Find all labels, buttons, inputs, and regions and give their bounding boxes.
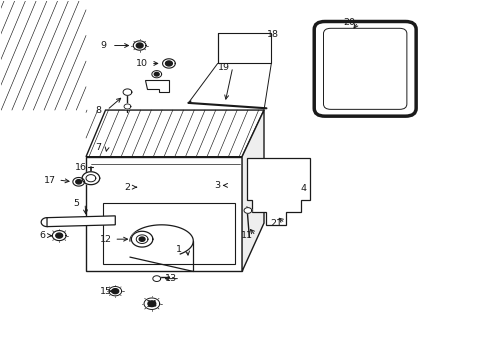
Polygon shape <box>165 61 172 66</box>
Text: 9: 9 <box>100 41 106 50</box>
Polygon shape <box>82 172 100 185</box>
Text: 20: 20 <box>343 18 355 27</box>
Polygon shape <box>136 235 148 243</box>
Text: 16: 16 <box>75 163 87 172</box>
Text: 3: 3 <box>214 181 220 190</box>
Polygon shape <box>133 41 146 50</box>
Text: 11: 11 <box>241 231 252 240</box>
Polygon shape <box>244 208 251 213</box>
Text: 13: 13 <box>165 274 177 283</box>
Text: 4: 4 <box>301 184 306 193</box>
Polygon shape <box>136 43 143 48</box>
Text: 2: 2 <box>124 183 130 192</box>
Text: 17: 17 <box>43 176 55 185</box>
Polygon shape <box>123 89 132 95</box>
Polygon shape <box>86 175 96 182</box>
Text: 15: 15 <box>100 287 111 296</box>
Polygon shape <box>112 289 119 294</box>
Text: 21: 21 <box>270 219 282 228</box>
Text: 6: 6 <box>39 231 45 240</box>
Polygon shape <box>103 203 234 264</box>
Polygon shape <box>148 301 156 307</box>
Polygon shape <box>124 104 131 109</box>
Polygon shape <box>76 180 81 184</box>
Polygon shape <box>144 298 159 310</box>
Polygon shape <box>86 157 242 271</box>
Text: 14: 14 <box>145 300 158 309</box>
Text: 8: 8 <box>95 105 101 114</box>
Polygon shape <box>246 158 310 225</box>
Polygon shape <box>162 59 175 68</box>
Text: 18: 18 <box>266 30 278 39</box>
Text: 10: 10 <box>136 59 148 68</box>
Text: 12: 12 <box>100 235 111 244</box>
Polygon shape <box>73 177 84 186</box>
Polygon shape <box>242 110 264 271</box>
Polygon shape <box>144 80 168 92</box>
Polygon shape <box>153 276 160 282</box>
Polygon shape <box>131 231 153 247</box>
Polygon shape <box>56 233 62 238</box>
Polygon shape <box>86 110 264 157</box>
Polygon shape <box>139 237 145 241</box>
Text: 7: 7 <box>95 143 101 152</box>
Polygon shape <box>47 216 115 226</box>
Text: 1: 1 <box>175 246 182 255</box>
Polygon shape <box>109 287 122 296</box>
Text: 5: 5 <box>73 199 79 208</box>
Polygon shape <box>52 230 66 240</box>
Text: 19: 19 <box>218 63 229 72</box>
Polygon shape <box>152 71 161 78</box>
Polygon shape <box>154 72 159 76</box>
